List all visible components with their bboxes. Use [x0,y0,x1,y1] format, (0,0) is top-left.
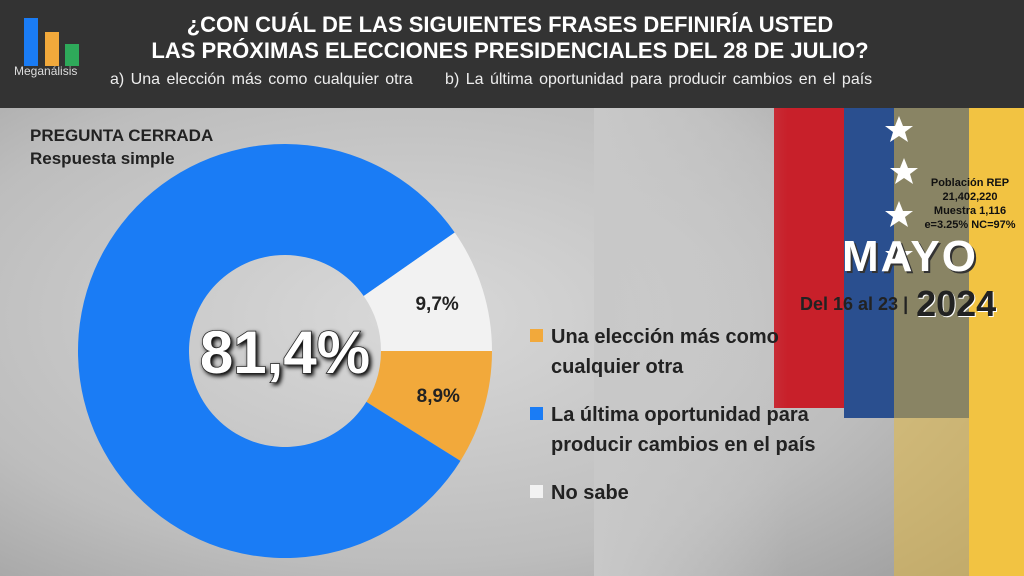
venezuela-flag-decoration [594,108,1024,576]
donut-slice-1 [78,144,461,558]
period-month: MAYO [842,232,978,281]
sample-info: Población REP 21,402,220 Muestra 1,116 e… [920,176,1020,232]
legend-label: Una elección más como cualquier otra [551,326,779,378]
chart-title: ¿CON CUÁL DE LAS SIGUIENTES FRASES DEFIN… [140,12,880,64]
legend: Una elección más como cualquier otra La … [530,322,841,526]
logo-bar-green [65,44,79,66]
star-icon [885,241,913,267]
donut-slice-0 [366,351,492,461]
question-type-line1: PREGUNTA CERRADA [30,126,214,145]
sample-size: Muestra 1,116 [933,205,1007,217]
star-icon [890,158,918,184]
logo-text: Meganálisis [14,64,78,78]
star-icon [885,201,913,227]
population-label: Población REP [930,177,1010,189]
star-icon [885,116,913,142]
star-icons [885,116,918,267]
legend-item-otra: Una elección más como cualquier otra [530,322,841,382]
donut-chart: 8,9% 81,4% 9,7% [78,144,492,558]
question-type: PREGUNTA CERRADA Respuesta simple [30,124,213,170]
question-type-line2: Respuesta simple [30,149,175,168]
period-row: Del 16 al 23 | 2024 [800,284,996,324]
option-a: a) Una elección más como cualquier otra [110,71,413,88]
legend-label: No sabe [551,482,629,504]
legend-swatch [530,485,543,498]
data-label-0: 8,9% [417,386,460,407]
subtitle: a) Una elección más como cualquier otra … [110,70,930,90]
period-year: 2024 [916,283,997,324]
legend-item-oportunidad: La última oportunidad para producir camb… [530,400,841,460]
error-margin: e=3.25% NC=97% [924,219,1016,231]
donut-slice-2 [363,232,492,351]
legend-swatch [530,407,543,420]
data-label-1: 81,4% [200,319,370,386]
legend-swatch [530,329,543,342]
option-b: b) La última oportunidad para producir c… [445,71,873,88]
meganalisis-logo [18,12,88,82]
data-label-2: 9,7% [415,294,458,315]
population-value: 21,402,220 [942,191,998,203]
title-line-2: LAS PRÓXIMAS ELECCIONES PRESIDENCIALES D… [151,38,869,63]
period-dates: Del 16 al 23 | [800,294,909,314]
logo-bar-orange [45,32,59,66]
title-line-1: ¿CON CUÁL DE LAS SIGUIENTES FRASES DEFIN… [186,12,834,37]
legend-label: La última oportunidad para producir camb… [551,404,816,456]
header: Meganálisis ¿CON CUÁL DE LAS SIGUIENTES … [0,0,1024,108]
legend-item-no-sabe: No sabe [530,478,841,508]
logo-bar-blue [24,18,38,66]
